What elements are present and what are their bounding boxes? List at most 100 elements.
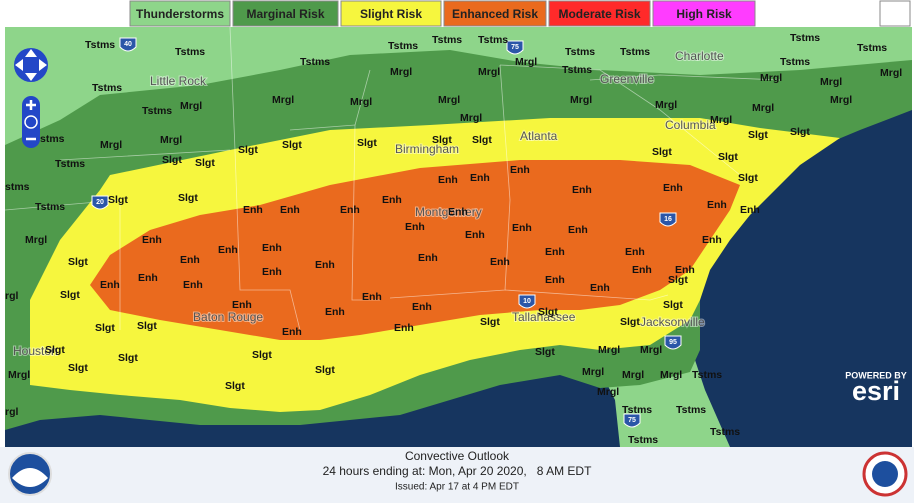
risk-label: Mrgl (660, 369, 682, 381)
city-label: Tallahassee (512, 310, 576, 324)
risk-label: Slgt (738, 172, 758, 184)
risk-label: Tstms (388, 40, 418, 52)
legend-label[interactable]: High Risk (676, 7, 732, 21)
risk-label: Enh (100, 279, 120, 291)
zoom-control[interactable] (22, 96, 40, 148)
risk-label: Tstms (692, 369, 722, 381)
risk-label: Enh (675, 264, 695, 276)
risk-label: Mrgl (8, 369, 30, 381)
risk-label: Enh (510, 164, 530, 176)
risk-label: Slgt (68, 362, 88, 374)
risk-label: Slgt (663, 299, 683, 311)
risk-label: Slgt (480, 316, 500, 328)
risk-label: Slgt (137, 320, 157, 332)
risk-label: Enh (262, 266, 282, 278)
footer-valid: 24 hours ending at: Mon, Apr 20 2020, 8 … (323, 464, 592, 478)
risk-label: Enh (490, 256, 510, 268)
highway-shield (664, 335, 682, 350)
risk-label: Enh (470, 172, 490, 184)
legend-swatch[interactable] (340, 0, 442, 27)
legend-label[interactable]: Thunderstorms (136, 7, 224, 21)
risk-label: Slgt (238, 144, 258, 156)
risk-label: Mrgl (438, 94, 460, 106)
legend-label[interactable]: Moderate Risk (558, 7, 640, 21)
risk-label: Mrgl (752, 102, 774, 114)
legend-label[interactable]: Slight Risk (360, 7, 422, 21)
risk-label: Mrgl (622, 369, 644, 381)
risk-label: Slgt (195, 157, 215, 169)
risk-label: Slgt (535, 346, 555, 358)
risk-label: Enh (448, 206, 468, 218)
footer-title: Convective Outlook (405, 449, 510, 463)
risk-label: Mrgl (100, 139, 122, 151)
city-label: Greenville (600, 72, 654, 86)
risk-label: Enh (512, 222, 532, 234)
highway-shield (119, 37, 137, 52)
legend-swatch[interactable] (443, 0, 547, 27)
risk-label: Slgt (668, 274, 688, 286)
legend-swatch[interactable] (129, 0, 231, 27)
risk-label: Slgt (178, 192, 198, 204)
risk-label: Enh (183, 279, 203, 291)
risk-label: Slgt (748, 129, 768, 141)
city-label: Jacksonville (640, 315, 705, 329)
risk-label: Slgt (538, 306, 558, 318)
highway-shield (506, 40, 524, 55)
zoom-buttons[interactable] (26, 100, 36, 141)
highway-number: 95 (669, 339, 677, 346)
footer-issued: Issued: Apr 17 at 4 PM EDT (395, 482, 519, 493)
city-label: Montgomery (415, 205, 482, 219)
risk-label: Slgt (652, 146, 672, 158)
risk-label: Mrgl (710, 114, 732, 126)
legend-swatch[interactable] (548, 0, 651, 27)
risk-label: Enh (590, 282, 610, 294)
legend-label[interactable]: Marginal Risk (246, 7, 324, 21)
risk-label: Enh (465, 229, 485, 241)
risk-label: Mrgl (655, 99, 677, 111)
risk-label: Tstms (142, 105, 172, 117)
risk-label: rgl (5, 290, 19, 302)
border (504, 289, 669, 301)
risk-label: Mrgl (25, 234, 47, 246)
navigation-controls[interactable] (14, 48, 48, 148)
risk-label: stms (5, 181, 30, 193)
highway-number: 75 (628, 417, 636, 424)
risk-label: Slgt (620, 316, 640, 328)
risk-label: Enh (243, 204, 263, 216)
city-label: Houston (13, 344, 58, 358)
risk-label: Enh (568, 224, 588, 236)
esri-logo: esri (852, 376, 900, 406)
risk-label: Tstms (676, 404, 706, 416)
risk-label: Slgt (315, 364, 335, 376)
risk-label: Mrgl (350, 96, 372, 108)
globe-button[interactable] (24, 115, 38, 129)
risk-label: Tstms (710, 426, 740, 438)
risk-label: Tstms (780, 56, 810, 68)
risk-label: Slgt (718, 151, 738, 163)
risk-label: Slgt (68, 256, 88, 268)
pan-arrows[interactable] (15, 49, 47, 81)
risk-label: Mrgl (570, 94, 592, 106)
risk-label: Mrgl (880, 67, 902, 79)
highway-number: 16 (664, 216, 672, 223)
pan-control[interactable] (14, 48, 48, 82)
risk-label: Tstms (620, 46, 650, 58)
risk-label: Slgt (252, 349, 272, 361)
risk-label: Mrgl (820, 76, 842, 88)
risk-label: Enh (625, 246, 645, 258)
risk-label: Mrgl (272, 94, 294, 106)
risk-label: Enh (315, 259, 335, 271)
risk-label: stms (40, 133, 65, 145)
risk-label: Mrgl (460, 112, 482, 124)
highway-shield (623, 413, 641, 428)
legend-swatch[interactable] (652, 0, 756, 27)
legend-swatch[interactable] (232, 0, 339, 27)
legend-label[interactable]: Enhanced Risk (452, 7, 538, 21)
highway-number: 75 (511, 44, 519, 51)
risk-label: Tstms (175, 46, 205, 58)
risk-label: Enh (663, 182, 683, 194)
risk-label: Enh (138, 272, 158, 284)
risk-label: Enh (405, 221, 425, 233)
